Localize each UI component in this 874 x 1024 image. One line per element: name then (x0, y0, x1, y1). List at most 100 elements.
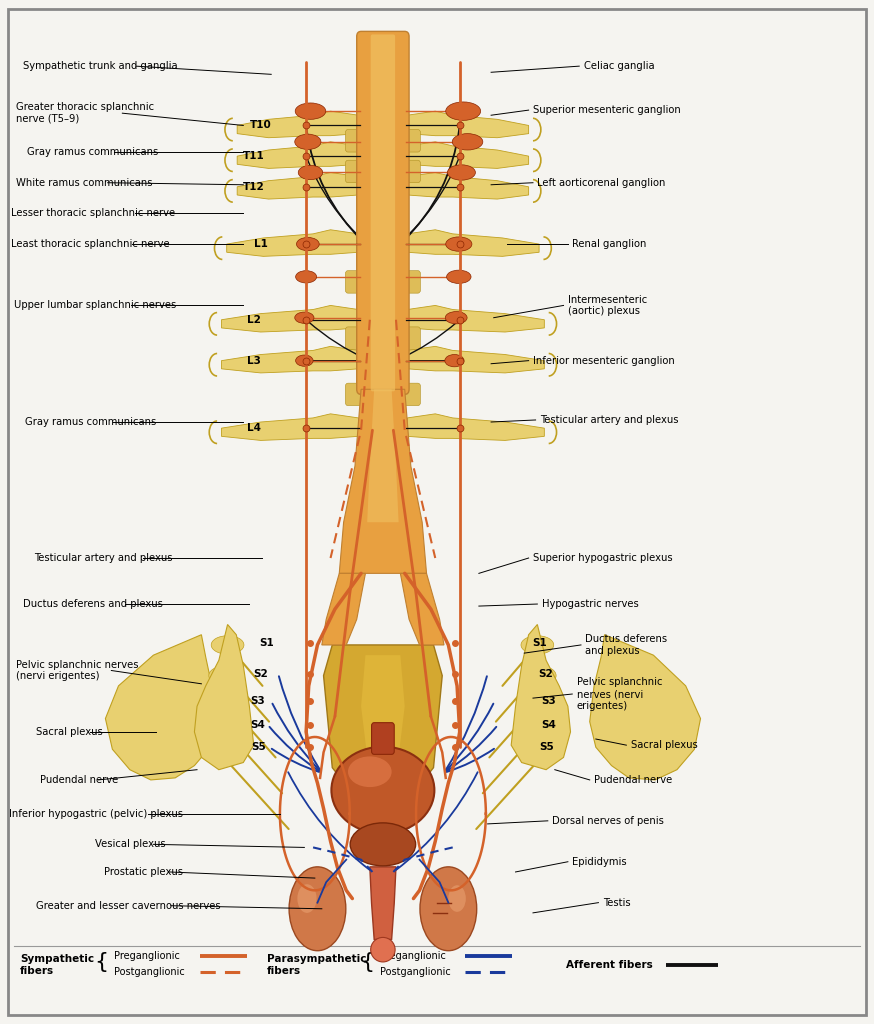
Ellipse shape (448, 886, 466, 911)
Ellipse shape (446, 102, 481, 121)
Text: Superior hypogastric plexus: Superior hypogastric plexus (533, 553, 673, 563)
Text: L4: L4 (246, 423, 260, 433)
Text: Postganglionic: Postganglionic (380, 968, 451, 977)
Polygon shape (370, 867, 396, 939)
Ellipse shape (209, 667, 238, 685)
Text: S2: S2 (538, 669, 553, 679)
Text: Pelvic splanchnic nerves
(nervi erigentes): Pelvic splanchnic nerves (nervi erigente… (17, 659, 139, 681)
Polygon shape (407, 172, 529, 199)
Text: Left aorticorenal ganglion: Left aorticorenal ganglion (538, 178, 666, 187)
Ellipse shape (206, 716, 227, 734)
Text: Testicular artery and plexus: Testicular artery and plexus (34, 553, 172, 563)
Polygon shape (511, 625, 571, 770)
FancyBboxPatch shape (345, 270, 420, 293)
Text: {: { (360, 952, 374, 972)
Polygon shape (221, 414, 358, 440)
Ellipse shape (206, 692, 232, 711)
Ellipse shape (447, 270, 471, 284)
Ellipse shape (289, 867, 346, 950)
Ellipse shape (295, 270, 316, 283)
FancyBboxPatch shape (371, 723, 394, 755)
Ellipse shape (539, 738, 557, 757)
Ellipse shape (295, 103, 326, 120)
Text: Pudendal nerve: Pudendal nerve (594, 775, 672, 785)
Text: S3: S3 (250, 696, 265, 707)
Ellipse shape (447, 165, 475, 180)
Text: Prostatic plexus: Prostatic plexus (104, 867, 183, 877)
Text: S4: S4 (541, 720, 556, 730)
Ellipse shape (295, 312, 314, 324)
Polygon shape (221, 346, 358, 373)
Ellipse shape (534, 692, 558, 711)
Text: Inferior mesenteric ganglion: Inferior mesenteric ganglion (533, 355, 675, 366)
Text: T11: T11 (243, 152, 265, 161)
Text: {: { (94, 952, 108, 972)
Polygon shape (361, 655, 405, 786)
Text: Sympathetic
fibers: Sympathetic fibers (20, 954, 94, 976)
Text: S1: S1 (260, 638, 274, 648)
Text: Pelvic splanchnic
nerves (nervi
erigentes): Pelvic splanchnic nerves (nervi erigente… (577, 678, 662, 711)
Text: Greater thoracic splanchnic
nerve (T5–9): Greater thoracic splanchnic nerve (T5–9) (17, 102, 155, 124)
Text: Pudendal nerve: Pudendal nerve (40, 775, 118, 785)
FancyBboxPatch shape (357, 32, 409, 394)
Text: Sympathetic trunk and ganglia: Sympathetic trunk and ganglia (23, 61, 177, 71)
FancyBboxPatch shape (345, 383, 420, 406)
Polygon shape (407, 346, 545, 373)
Polygon shape (590, 635, 701, 780)
Ellipse shape (446, 237, 472, 251)
FancyBboxPatch shape (345, 327, 420, 349)
Text: Preganglionic: Preganglionic (380, 951, 446, 961)
Polygon shape (407, 414, 545, 440)
Text: Upper lumbar splanchnic nerves: Upper lumbar splanchnic nerves (14, 300, 176, 310)
Text: Celiac ganglia: Celiac ganglia (584, 61, 655, 71)
Ellipse shape (445, 311, 467, 324)
Ellipse shape (350, 823, 416, 866)
Polygon shape (322, 573, 365, 645)
Polygon shape (407, 112, 529, 137)
Text: Testis: Testis (603, 898, 630, 907)
Text: Parasympathetic
fibers: Parasympathetic fibers (267, 954, 366, 976)
Text: Preganglionic: Preganglionic (114, 951, 180, 961)
Polygon shape (106, 635, 217, 780)
FancyBboxPatch shape (345, 130, 420, 152)
Text: White ramus communicans: White ramus communicans (17, 178, 153, 187)
Polygon shape (237, 112, 358, 137)
Text: Least thoracic splanchnic nerve: Least thoracic splanchnic nerve (11, 239, 170, 249)
Polygon shape (400, 573, 444, 645)
FancyBboxPatch shape (345, 160, 420, 182)
Ellipse shape (452, 134, 482, 150)
Polygon shape (221, 305, 358, 332)
Polygon shape (237, 172, 358, 199)
Polygon shape (194, 625, 253, 770)
Ellipse shape (420, 867, 476, 950)
Text: L2: L2 (246, 314, 260, 325)
Text: S2: S2 (253, 669, 268, 679)
Text: Gray ramus communicans: Gray ramus communicans (27, 147, 158, 157)
Text: Afferent fibers: Afferent fibers (566, 961, 653, 970)
Polygon shape (226, 229, 358, 256)
Text: S1: S1 (532, 638, 547, 648)
Text: Sacral plexus: Sacral plexus (36, 727, 102, 737)
Ellipse shape (331, 746, 434, 834)
Text: Sacral plexus: Sacral plexus (631, 740, 697, 751)
Polygon shape (407, 229, 539, 256)
Text: L3: L3 (246, 355, 260, 366)
Polygon shape (339, 389, 427, 573)
Ellipse shape (209, 738, 225, 757)
Text: Ductus deferens and plexus: Ductus deferens and plexus (23, 599, 163, 609)
Text: S5: S5 (539, 742, 554, 753)
Text: Epididymis: Epididymis (572, 857, 627, 866)
Text: S3: S3 (541, 696, 556, 707)
Polygon shape (323, 645, 442, 809)
Ellipse shape (348, 757, 392, 787)
Text: Postganglionic: Postganglionic (114, 968, 185, 977)
Ellipse shape (295, 134, 321, 150)
Text: Lesser thoracic splanchnic nerve: Lesser thoracic splanchnic nerve (11, 209, 176, 218)
Ellipse shape (298, 165, 323, 179)
Text: Gray ramus communicans: Gray ramus communicans (25, 417, 156, 427)
Ellipse shape (296, 238, 319, 251)
Ellipse shape (297, 885, 316, 912)
Text: Testicular artery and plexus: Testicular artery and plexus (540, 415, 678, 425)
Polygon shape (237, 141, 358, 168)
Polygon shape (367, 389, 399, 522)
